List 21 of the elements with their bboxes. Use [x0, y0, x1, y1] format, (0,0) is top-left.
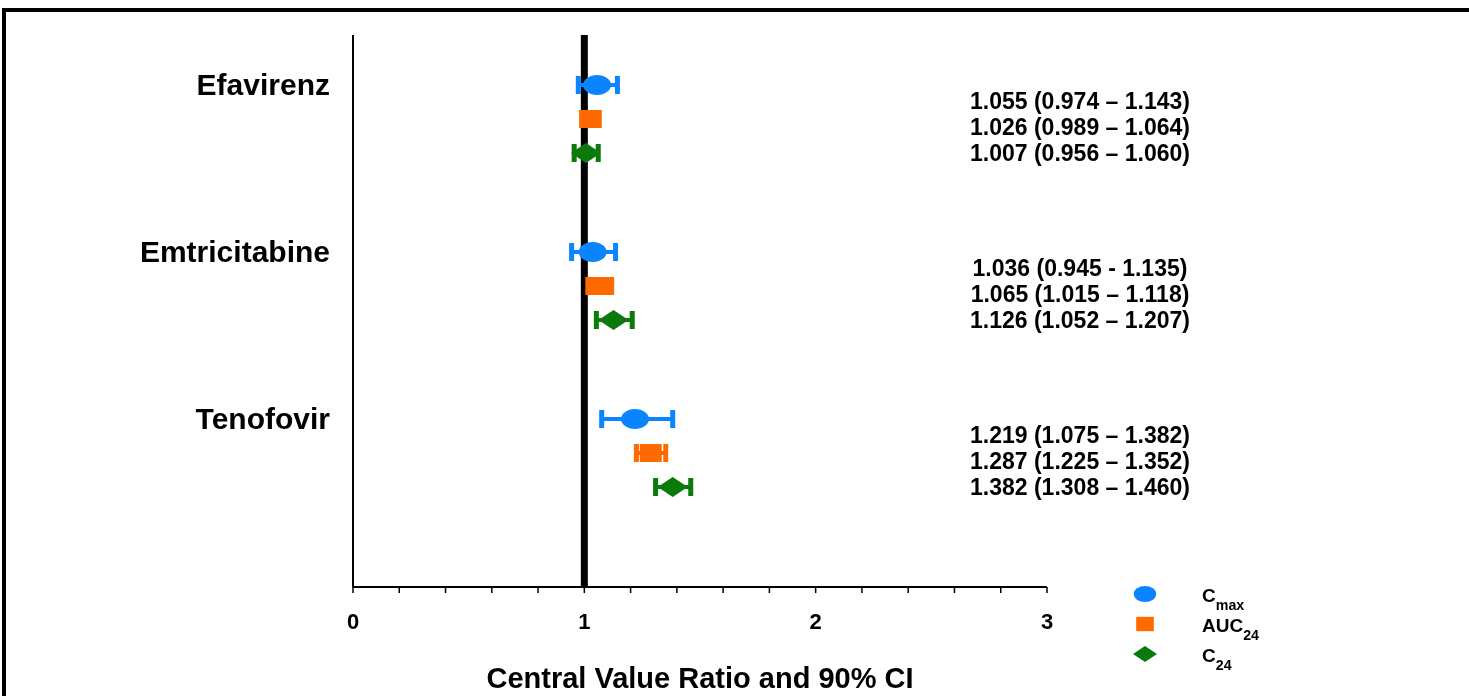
annotation: 1.065 (1.015 – 1.118): [970, 281, 1190, 307]
annotation: 1.219 (1.075 – 1.382): [970, 422, 1190, 448]
x-tick-label: 1: [578, 609, 591, 634]
annotation: 1.036 (0.945 - 1.135): [972, 255, 1188, 281]
y-tick-label: Emtricitabine: [139, 235, 330, 268]
x-tick-label: 0: [346, 609, 360, 634]
text: AUC$_{24}$: [1202, 615, 1260, 643]
y-tick-label: Tenofovir: [195, 402, 331, 435]
annotation: 1.026 (0.989 – 1.064): [970, 114, 1190, 140]
text: C$_{max}$: [1202, 585, 1245, 613]
annotation: 1.007 (0.956 – 1.060): [970, 140, 1190, 166]
x-tick-label: 2: [809, 609, 822, 634]
annotation: 1.382 (1.308 – 1.460): [970, 474, 1190, 500]
x-axis-title: Central Value Ratio and 90% CI: [486, 662, 914, 694]
page-frame: Efavirenz Emtricitabine Tenofovir 0 1 2 3 1.055 (0.974 – 1.143) 1.026 (0.989 – 1.064) 1.007 (0.956 – 1.060) 1.036 (0.945 - 1.135) 1.065 (1.015 – 1.118) 1.126 (1.052 – 1.207) 1.219 (1.075 – 1.382) 1.287 (1.225 – 1.352) 1.382 (1.308 – 1.460) C$_{max}$ AUC$_{24}$ C$_{24}$ Central Value Ratio and 90% CI: [2, 8, 1469, 696]
legend-label: C$_{24}$: [1202, 645, 1232, 673]
annotation: 1.055 (0.974 – 1.143): [970, 88, 1190, 114]
annotation: 1.126 (1.052 – 1.207): [970, 307, 1190, 333]
x-tick-label: 3: [1040, 609, 1054, 634]
y-tick-label: Efavirenz: [196, 68, 330, 101]
annotation: 1.287 (1.225 – 1.352): [970, 448, 1190, 474]
